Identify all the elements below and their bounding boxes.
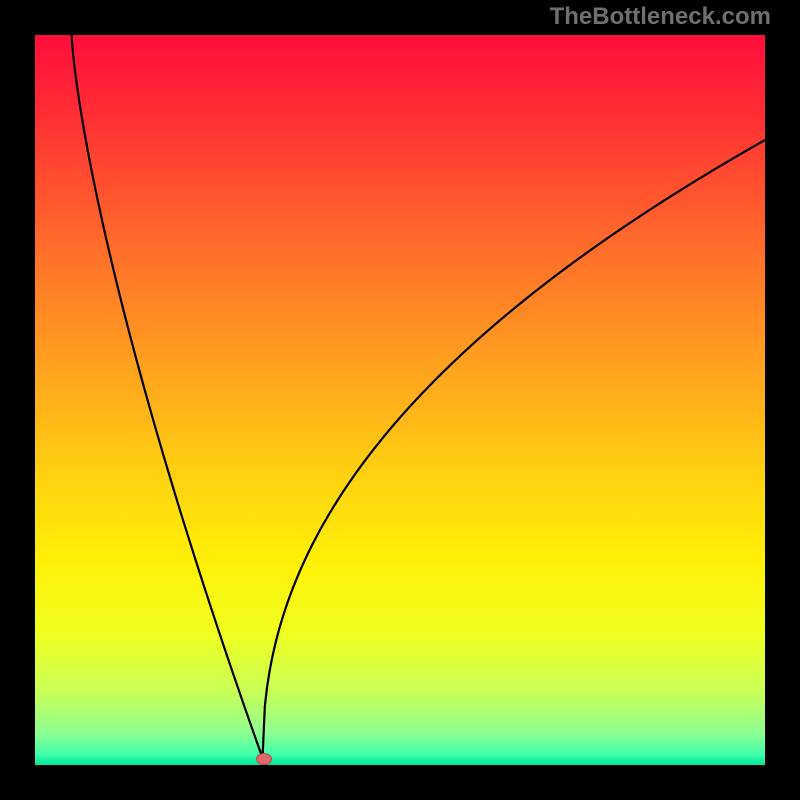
optimal-point-marker	[256, 753, 272, 765]
watermark-text: TheBottleneck.com	[550, 3, 771, 31]
bottleneck-curve	[35, 35, 769, 769]
plot-area	[33, 33, 767, 767]
chart-container: TheBottleneck.com	[0, 0, 800, 800]
